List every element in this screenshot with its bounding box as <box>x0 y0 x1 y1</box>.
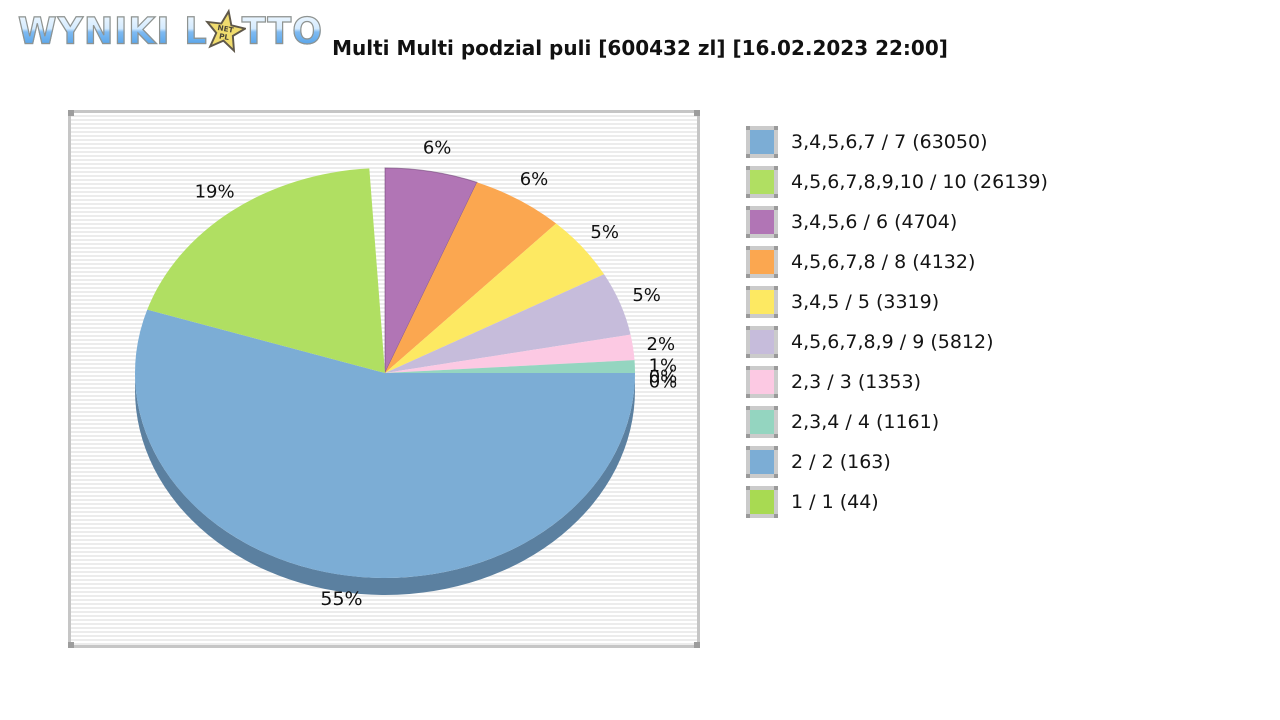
legend-swatch <box>746 446 778 478</box>
legend-swatch <box>746 166 778 198</box>
legend-label: 4,5,6,7,8,9,10 / 10 (26139) <box>791 171 1048 193</box>
pie-percentage-label: 19% <box>195 182 235 203</box>
pie-percentage-label: 55% <box>320 588 362 610</box>
chart-panel: 6% 6% 5% 5% 2% 1% 0% 0% 55% 19% <box>68 110 700 648</box>
pie-percentage-label: 0% <box>649 367 678 388</box>
legend-item: 4,5,6,7,8 / 8 (4132) <box>746 242 1048 282</box>
pie-percentage-label: 5% <box>590 222 619 243</box>
legend-swatch <box>746 406 778 438</box>
pie-slice <box>385 182 557 373</box>
legend-item: 4,5,6,7,8,9,10 / 10 (26139) <box>746 162 1048 202</box>
legend-label: 2 / 2 (163) <box>791 451 891 473</box>
chart-legend: 3,4,5,6,7 / 7 (63050) 4,5,6,7,8,9,10 / 10… <box>746 122 1048 522</box>
legend-label: 1 / 1 (44) <box>791 491 879 513</box>
page-title: Multi Multi podzial puli [600432 zl] [16… <box>332 36 948 60</box>
pie-percentage-label: 0% <box>649 372 678 393</box>
logo-text-tto: TTO <box>241 10 324 53</box>
panel-corner <box>694 642 700 648</box>
svg-text:PL: PL <box>218 31 230 42</box>
legend-swatch <box>746 286 778 318</box>
legend-label: 2,3 / 3 (1353) <box>791 371 922 393</box>
legend-label: 3,4,5,6,7 / 7 (63050) <box>791 131 988 153</box>
legend-item: 3,4,5 / 5 (3319) <box>746 282 1048 322</box>
pie-percentage-label: 5% <box>632 285 661 306</box>
pie-chart: 6% 6% 5% 5% 2%1%0%0% 55% 19% <box>134 138 678 610</box>
legend-label: 4,5,6,7,8,9 / 9 (5812) <box>791 331 994 353</box>
pie-percentage-label: 1% <box>649 355 678 376</box>
legend-swatch <box>746 246 778 278</box>
legend-item: 3,4,5,6 / 6 (4704) <box>746 202 1048 242</box>
site-logo: WYNIKI L NET PL TTO <box>17 8 324 56</box>
legend-swatch <box>746 126 778 158</box>
legend-item: 2 / 2 (163) <box>746 442 1048 482</box>
pie-percentage-label: 6% <box>423 138 452 159</box>
panel-corner <box>68 110 74 116</box>
legend-item: 3,4,5,6,7 / 7 (63050) <box>746 122 1048 162</box>
pie-slice <box>385 360 635 373</box>
legend-label: 4,5,6,7,8 / 8 (4132) <box>791 251 976 273</box>
logo-text-l: L <box>184 10 208 53</box>
pie-percentage-label: 2% <box>647 334 676 355</box>
legend-label: 3,4,5,6 / 6 (4704) <box>791 211 958 233</box>
panel-corner <box>68 642 74 648</box>
legend-item: 1 / 1 (44) <box>746 482 1048 522</box>
pie-slice <box>385 334 635 373</box>
pie-percentage-label: 6% <box>520 169 549 190</box>
pie-slice <box>384 167 478 374</box>
pie-slice <box>385 274 631 373</box>
legend-label: 2,3,4 / 4 (1161) <box>791 411 940 433</box>
pie-slice <box>134 309 635 578</box>
pie-slice <box>147 168 385 373</box>
pie-slice <box>385 223 605 373</box>
legend-item: 4,5,6,7,8,9 / 9 (5812) <box>746 322 1048 362</box>
legend-item: 2,3,4 / 4 (1161) <box>746 402 1048 442</box>
panel-corner <box>694 110 700 116</box>
star-icon: NET PL <box>204 8 246 56</box>
legend-swatch <box>746 206 778 238</box>
svg-text:NET: NET <box>217 23 234 35</box>
logo-text-wyniki: WYNIKI <box>17 10 171 53</box>
legend-item: 2,3 / 3 (1353) <box>746 362 1048 402</box>
legend-swatch <box>746 366 778 398</box>
legend-label: 3,4,5 / 5 (3319) <box>791 291 940 313</box>
legend-swatch <box>746 486 778 518</box>
legend-swatch <box>746 326 778 358</box>
